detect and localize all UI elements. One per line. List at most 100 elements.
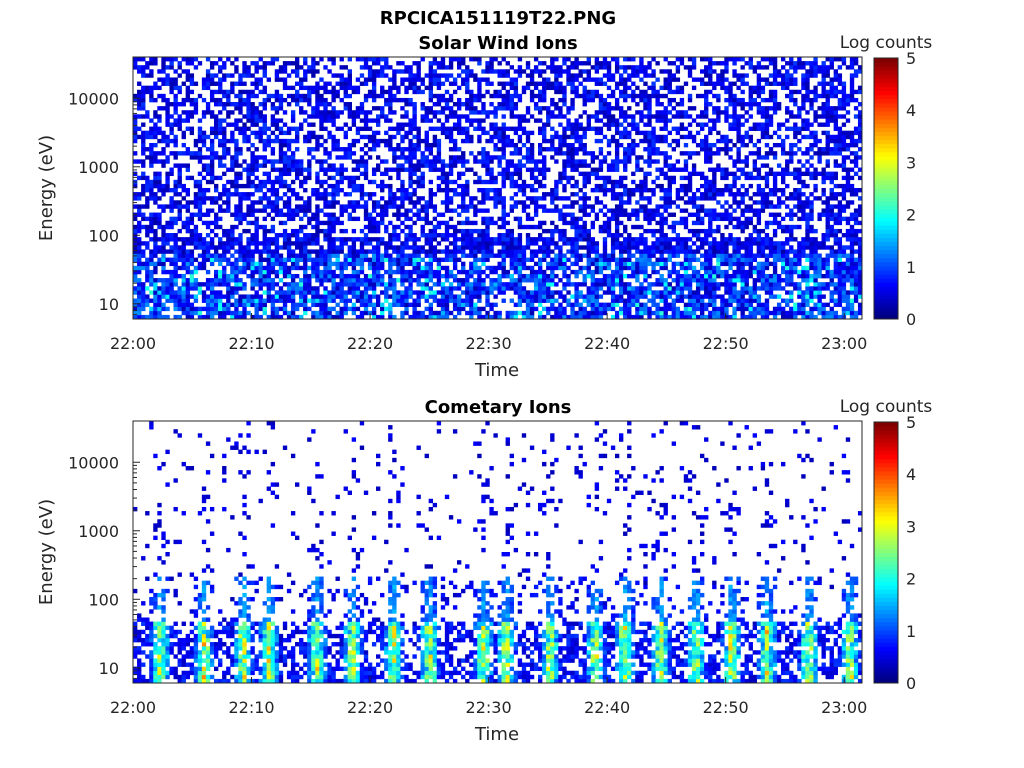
spectrogram-cell [610, 237, 616, 242]
spectrogram-cell [246, 167, 251, 172]
spectrogram-cell [323, 114, 328, 119]
spectrogram-cell [363, 171, 369, 177]
spectrogram-cell [465, 159, 470, 164]
spectrogram-cell [319, 114, 324, 119]
spectrogram-cell [570, 147, 575, 152]
spectrogram-cell [582, 273, 587, 279]
spectrogram-cell [331, 306, 336, 312]
spectrogram-cell [606, 179, 612, 185]
spectrogram-cell [538, 278, 543, 283]
spectrogram-cell [331, 110, 336, 115]
spectrogram-cell [295, 65, 300, 70]
spectrogram-cell [351, 89, 357, 95]
spectrogram-cell [639, 179, 644, 185]
spectrogram-cell [481, 179, 486, 185]
spectrogram-cell [169, 61, 174, 66]
spectrogram-cell [278, 265, 284, 271]
spectrogram-cell [489, 306, 494, 312]
spectrogram-cell [153, 314, 158, 320]
spectrogram-cell [501, 126, 506, 131]
spectrogram-cell [262, 106, 267, 111]
spectrogram-cell [286, 138, 292, 144]
spectrogram-cell [197, 196, 203, 201]
spectrogram-cell [408, 286, 413, 291]
spectrogram-cell [262, 69, 267, 74]
spectrogram-cell [153, 155, 158, 160]
spectrogram-cell [299, 265, 304, 271]
spectrogram-cell [149, 73, 154, 78]
spectrogram-cell [465, 216, 470, 222]
spectrogram-cell [521, 179, 527, 185]
spectrogram-cell [258, 134, 263, 140]
spectrogram-cell [137, 69, 142, 74]
spectrogram-cell [639, 97, 644, 103]
spectrogram-cell [550, 306, 555, 312]
spectrogram-cell [574, 93, 579, 99]
spectrogram-cell [452, 253, 458, 258]
spectrogram-cell [351, 249, 357, 254]
spectrogram-cell [347, 245, 352, 250]
spectrogram-cell [153, 265, 158, 271]
spectrogram-cell [201, 167, 207, 172]
spectrogram-cell [335, 253, 340, 258]
spectrogram-cell [489, 278, 494, 283]
spectrogram-cell [408, 85, 413, 91]
spectrogram-cell [469, 290, 474, 295]
spectrogram-cell [258, 130, 263, 136]
spectrogram-cell [367, 224, 373, 230]
spectrogram-cell [473, 294, 478, 299]
spectrogram-cell [485, 208, 490, 213]
spectrogram-cell [226, 237, 231, 242]
spectrogram-cell [343, 122, 348, 127]
spectrogram-cell [339, 126, 344, 131]
spectrogram-cell [278, 196, 284, 201]
spectrogram-cell [254, 208, 259, 213]
spectrogram-cell [295, 61, 300, 66]
spectrogram-cell [201, 163, 207, 168]
spectrogram-cell [274, 73, 280, 78]
spectrogram-cell [513, 269, 519, 275]
spectrogram-cell [234, 212, 239, 217]
spectrogram-cell [315, 188, 320, 193]
spectrogram-cell [457, 65, 462, 70]
spectrogram-cell [242, 134, 247, 140]
spectrogram-cell [266, 142, 271, 148]
spectrogram-cell [286, 73, 292, 78]
spectrogram-cell [250, 192, 255, 197]
spectrogram-cell [529, 142, 535, 148]
spectrogram-cell [578, 257, 583, 262]
spectrogram-cell [497, 273, 502, 279]
spectrogram-cell [218, 97, 223, 103]
spectrogram-cell [153, 249, 158, 254]
spectrogram-cell [505, 233, 510, 238]
spectrogram-cell [501, 265, 506, 271]
spectrogram-cell [485, 89, 490, 95]
spectrogram-cell [420, 286, 425, 291]
spectrogram-cell [432, 249, 438, 254]
spectrogram-cell [327, 81, 332, 86]
spectrogram-cell [639, 306, 644, 312]
spectrogram-cell [416, 196, 421, 201]
spectrogram-cell [501, 97, 506, 103]
spectrogram-cell [185, 97, 190, 103]
spectrogram-cell [529, 310, 535, 316]
spectrogram-cell [448, 171, 454, 177]
spectrogram-cell [335, 245, 340, 250]
spectrogram-cell [469, 97, 474, 103]
spectrogram-cell [173, 110, 178, 115]
spectrogram-cell [315, 286, 320, 291]
spectrogram-cell [181, 69, 186, 74]
spectrogram-cell [635, 142, 640, 148]
spectrogram-cell [432, 224, 438, 230]
spectrogram-cell [485, 245, 490, 250]
spectrogram-cell [497, 233, 502, 238]
spectrogram-cell [278, 314, 284, 320]
spectrogram-cell [262, 122, 267, 127]
spectrogram-cell [343, 89, 348, 95]
spectrogram-cell [165, 257, 170, 262]
spectrogram-cell [533, 237, 539, 242]
spectrogram-cell [246, 118, 251, 123]
spectrogram-cell [635, 155, 640, 160]
spectrogram-cell [238, 130, 243, 136]
spectrogram-cell [311, 249, 316, 254]
